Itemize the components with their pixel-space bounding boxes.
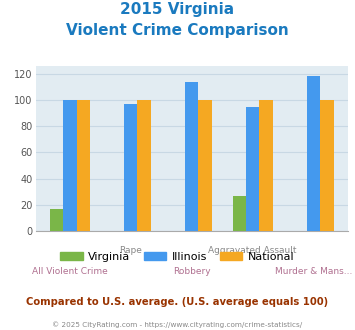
- Bar: [246, 107, 260, 231]
- Bar: [307, 77, 320, 231]
- Bar: [124, 104, 137, 231]
- Text: Rape: Rape: [119, 246, 142, 255]
- Text: © 2025 CityRating.com - https://www.cityrating.com/crime-statistics/: © 2025 CityRating.com - https://www.city…: [53, 322, 302, 328]
- Bar: [50, 209, 63, 231]
- Text: Violent Crime Comparison: Violent Crime Comparison: [66, 23, 289, 38]
- Text: 2015 Virginia: 2015 Virginia: [120, 2, 235, 16]
- Bar: [77, 100, 90, 231]
- Text: Compared to U.S. average. (U.S. average equals 100): Compared to U.S. average. (U.S. average …: [26, 297, 329, 307]
- Bar: [198, 100, 212, 231]
- Bar: [137, 100, 151, 231]
- Bar: [185, 82, 198, 231]
- Bar: [233, 196, 246, 231]
- Text: Robbery: Robbery: [173, 267, 211, 276]
- Bar: [63, 100, 77, 231]
- Text: All Violent Crime: All Violent Crime: [32, 267, 108, 276]
- Bar: [320, 100, 334, 231]
- Text: Aggravated Assault: Aggravated Assault: [208, 246, 297, 255]
- Bar: [260, 100, 273, 231]
- Text: Murder & Mans...: Murder & Mans...: [275, 267, 352, 276]
- Legend: Virginia, Illinois, National: Virginia, Illinois, National: [56, 248, 299, 267]
